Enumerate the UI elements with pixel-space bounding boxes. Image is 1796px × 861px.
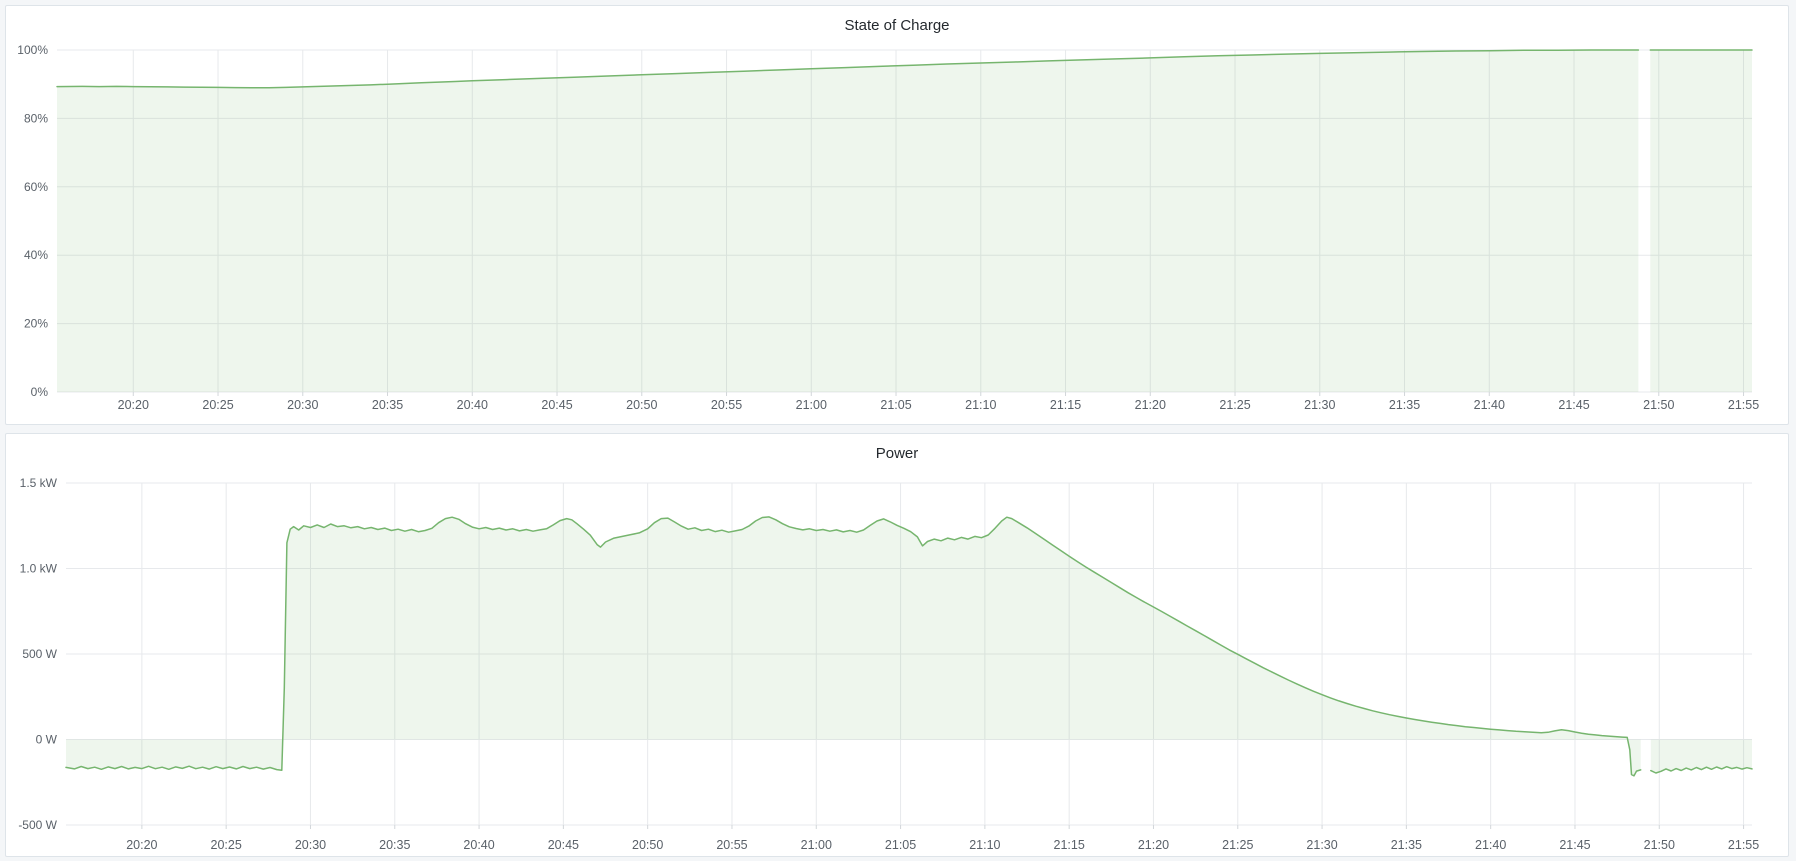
svg-text:100%: 100%	[17, 43, 48, 57]
y-axis-labels: 0% 20% 40% 60% 80% 100%	[17, 43, 48, 399]
svg-text:20:40: 20:40	[457, 398, 488, 412]
state-of-charge-chart-canvas[interactable]: 0%20%40%60%80%100%20:20 20:25 20:30 20:35 20…	[6, 40, 1788, 426]
svg-text:21:30: 21:30	[1304, 398, 1335, 412]
svg-text:20:40: 20:40	[463, 838, 494, 852]
svg-text:20:30: 20:30	[287, 398, 318, 412]
svg-text:21:00: 21:00	[796, 398, 827, 412]
svg-text:0%: 0%	[31, 385, 49, 399]
svg-text:21:45: 21:45	[1558, 398, 1589, 412]
svg-text:20:20: 20:20	[118, 398, 149, 412]
svg-text:21:50: 21:50	[1643, 398, 1674, 412]
svg-text:1.5 kW: 1.5 kW	[20, 476, 58, 490]
panel-state-of-charge: State of Charge 0% 20% 40% 60% 80% 100% 20:20 2…	[5, 5, 1789, 425]
svg-text:20:35: 20:35	[372, 398, 403, 412]
power-chart-canvas[interactable]: -500 W 0 W 500 W 1.0 kW 1.5 kW 20:20 20:25 20:3…	[6, 468, 1788, 858]
svg-text:20:55: 20:55	[711, 398, 742, 412]
svg-text:21:25: 21:25	[1222, 838, 1253, 852]
svg-text:1.0 kW: 1.0 kW	[20, 562, 58, 576]
svg-text:21:30: 21:30	[1306, 838, 1337, 852]
svg-text:60%: 60%	[24, 180, 48, 194]
svg-text:21:55: 21:55	[1728, 398, 1759, 412]
svg-text:20:50: 20:50	[626, 398, 657, 412]
svg-text:21:45: 21:45	[1559, 838, 1590, 852]
svg-text:21:15: 21:15	[1054, 838, 1085, 852]
x-axis-tickmarks	[132, 392, 1745, 396]
svg-text:21:10: 21:10	[965, 398, 996, 412]
svg-text:21:00: 21:00	[801, 838, 832, 852]
svg-text:21:05: 21:05	[885, 838, 916, 852]
svg-text:20:25: 20:25	[202, 398, 233, 412]
svg-text:20:30: 20:30	[295, 838, 326, 852]
svg-text:20:25: 20:25	[211, 838, 242, 852]
svg-text:21:40: 21:40	[1474, 398, 1505, 412]
x-axis-labels: 20:20 20:25 20:30 20:35 20:40 20:45 20:50 20:55…	[118, 398, 1760, 412]
svg-text:40%: 40%	[24, 248, 48, 262]
svg-text:21:20: 21:20	[1138, 838, 1169, 852]
svg-text:21:10: 21:10	[969, 838, 1000, 852]
svg-text:21:40: 21:40	[1475, 838, 1506, 852]
series-state-of-charge	[56, 49, 1753, 392]
svg-text:21:35: 21:35	[1391, 838, 1422, 852]
svg-text:20:45: 20:45	[548, 838, 579, 852]
svg-text:500 W: 500 W	[22, 647, 57, 661]
y-axis-labels: -500 W 0 W 500 W 1.0 kW 1.5 kW	[18, 476, 57, 832]
svg-text:21:35: 21:35	[1389, 398, 1420, 412]
svg-text:21:50: 21:50	[1644, 838, 1675, 852]
svg-text:80%: 80%	[24, 111, 48, 125]
svg-text:20:20: 20:20	[126, 838, 157, 852]
svg-text:-500 W: -500 W	[18, 818, 57, 832]
grid	[66, 482, 1752, 826]
svg-text:20%: 20%	[24, 317, 48, 331]
svg-text:21:05: 21:05	[880, 398, 911, 412]
panel-title-state-of-charge[interactable]: State of Charge	[844, 16, 950, 34]
svg-text:20:35: 20:35	[379, 838, 410, 852]
svg-text:21:20: 21:20	[1135, 398, 1166, 412]
grid	[57, 49, 1752, 393]
x-axis-labels: 20:20 20:25 20:30 20:35 20:40 20:45 20:50 20:55…	[126, 838, 1759, 852]
svg-text:20:50: 20:50	[632, 838, 663, 852]
svg-text:20:45: 20:45	[541, 398, 572, 412]
svg-text:20:55: 20:55	[716, 838, 747, 852]
svg-text:21:15: 21:15	[1050, 398, 1081, 412]
svg-text:0 W: 0 W	[36, 733, 58, 747]
svg-text:21:55: 21:55	[1728, 838, 1759, 852]
series-power	[65, 516, 1753, 777]
x-axis-tickmarks	[141, 825, 1745, 829]
svg-text:21:25: 21:25	[1219, 398, 1250, 412]
panel-title-power[interactable]: Power	[875, 444, 919, 462]
